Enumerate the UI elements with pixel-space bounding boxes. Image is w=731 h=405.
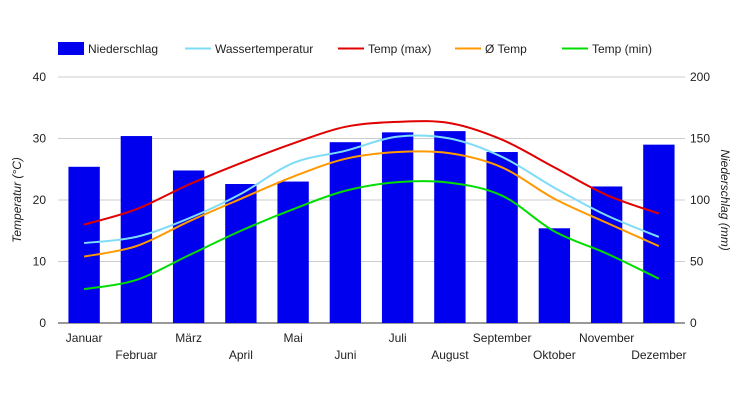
bar-niederschlag-juni bbox=[329, 142, 362, 323]
x-tick-label-februar: Februar bbox=[115, 348, 157, 362]
grid-lines bbox=[58, 76, 685, 324]
y-left-tick-label: 0 bbox=[39, 316, 46, 330]
x-tick-label-mai: Mai bbox=[283, 331, 302, 345]
y-left-tick-label: 40 bbox=[33, 70, 47, 84]
legend-label: Temp (max) bbox=[368, 42, 431, 56]
legend-item-temp-max: Temp (max) bbox=[338, 42, 431, 56]
legend-label: Ø Temp bbox=[485, 42, 527, 56]
x-tick-label-januar: Januar bbox=[66, 331, 103, 345]
y-right-tick-label: 0 bbox=[690, 316, 697, 330]
x-tick-label-juli: Juli bbox=[389, 331, 407, 345]
bar-niederschlag-m-rz bbox=[172, 170, 205, 323]
legend: Niederschlag Wassertemperatur Temp (max) Ø … bbox=[58, 42, 652, 56]
bar-niederschlag-januar bbox=[68, 166, 100, 323]
bar-niederschlag-april bbox=[225, 184, 257, 323]
legend-item-temp: Ø Temp bbox=[455, 42, 527, 56]
legend-label: Niederschlag bbox=[88, 42, 158, 56]
legend-label: Temp (min) bbox=[592, 42, 652, 56]
bar-niederschlag-juli bbox=[381, 132, 414, 323]
y-left-tick-label: 30 bbox=[33, 132, 47, 146]
precipitation-bars bbox=[68, 131, 675, 323]
x-tick-label-april: April bbox=[229, 348, 253, 362]
x-tick-label-september: September bbox=[473, 331, 532, 345]
y-right-tick-label: 100 bbox=[690, 193, 710, 207]
line-temp-max bbox=[83, 120, 660, 226]
line-wassertemperatur bbox=[84, 134, 660, 245]
legend-item-temp-min: Temp (min) bbox=[562, 42, 652, 56]
legend-swatch bbox=[58, 42, 84, 55]
bar-niederschlag-dezember bbox=[643, 144, 675, 323]
x-tick-label-dezember: Dezember bbox=[631, 348, 686, 362]
y-left-tick-label: 20 bbox=[33, 193, 47, 207]
bar-niederschlag-februar bbox=[120, 136, 153, 323]
x-tick-label-oktober: Oktober bbox=[533, 348, 576, 362]
legend-item-wassertemperatur: Wassertemperatur bbox=[185, 42, 313, 56]
y-right-tick-label: 200 bbox=[690, 70, 710, 84]
bar-niederschlag-august bbox=[434, 131, 466, 323]
y-left-tick-label: 10 bbox=[33, 255, 47, 269]
bar-niederschlag-mai bbox=[277, 181, 309, 323]
line-temp bbox=[83, 150, 660, 258]
bar-niederschlag-september bbox=[486, 152, 518, 323]
bar-niederschlag-november bbox=[590, 186, 623, 323]
temperature-lines bbox=[83, 120, 660, 291]
y-right-tick-label: 50 bbox=[690, 255, 704, 269]
x-tick-label-august: August bbox=[431, 348, 469, 362]
x-tick-label-juni: Juni bbox=[334, 348, 356, 362]
line-temp-min bbox=[83, 180, 660, 291]
legend-item-niederschlag: Niederschlag bbox=[58, 42, 158, 56]
bar-niederschlag-oktober bbox=[538, 228, 571, 323]
legend-label: Wassertemperatur bbox=[215, 42, 313, 56]
axes: 0 10 20 30 40 0 50 100 150 200 Temperatur (°C) Nied… bbox=[10, 70, 731, 362]
x-tick-label-m-rz: März bbox=[175, 331, 202, 345]
y-left-axis-title: Temperatur (°C) bbox=[10, 157, 24, 243]
y-right-tick-label: 150 bbox=[690, 132, 710, 146]
y-right-axis-title: Niederschlag (mm) bbox=[718, 149, 731, 250]
x-tick-label-november: November bbox=[579, 331, 634, 345]
